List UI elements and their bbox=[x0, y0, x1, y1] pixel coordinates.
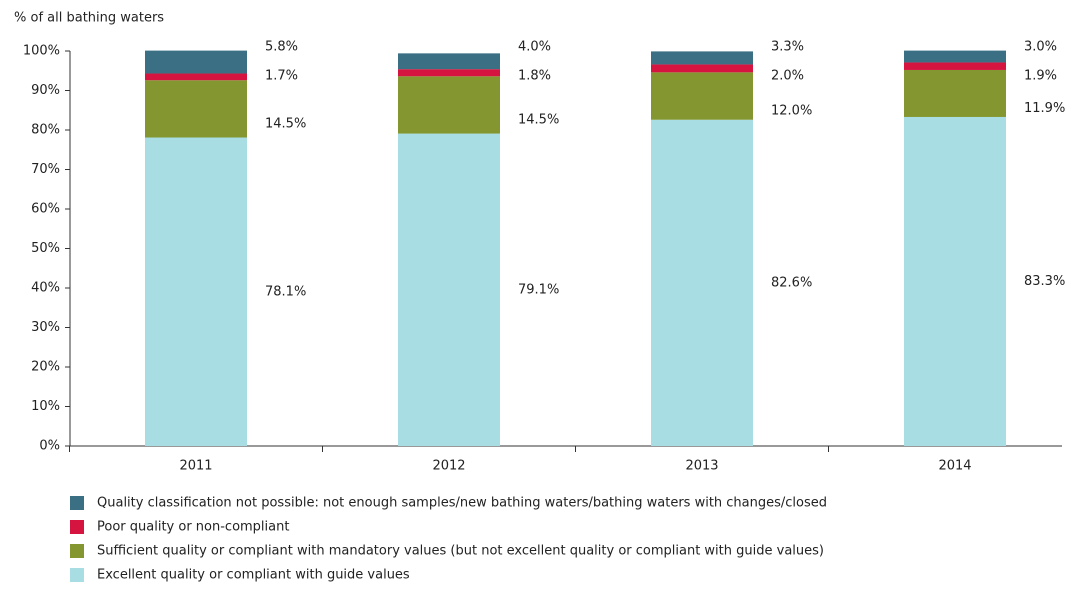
data-label: 3.3% bbox=[771, 40, 804, 55]
bar-segment bbox=[651, 64, 753, 73]
bar-segment bbox=[651, 51, 753, 65]
x-tick-label: 2012 bbox=[432, 459, 465, 474]
data-label: 5.8% bbox=[265, 40, 298, 55]
data-label: 79.1% bbox=[518, 282, 559, 297]
legend-swatch bbox=[70, 544, 84, 558]
y-tick-label: 20% bbox=[31, 360, 60, 375]
x-tick-label: 2014 bbox=[938, 459, 971, 474]
data-label: 14.5% bbox=[518, 112, 559, 127]
y-tick-label: 60% bbox=[31, 202, 60, 217]
bar-segment bbox=[145, 80, 247, 138]
legend-label: Poor quality or non-compliant bbox=[97, 520, 289, 535]
legend-label: Quality classification not possible: not… bbox=[97, 496, 827, 511]
data-label: 1.9% bbox=[1024, 69, 1057, 84]
bar-segment bbox=[145, 50, 247, 74]
data-label: 78.1% bbox=[265, 284, 306, 299]
data-label: 2.0% bbox=[771, 69, 804, 84]
data-label: 11.9% bbox=[1024, 101, 1065, 116]
bar-segment bbox=[904, 116, 1006, 446]
legend-swatch bbox=[70, 568, 84, 582]
bar-segment bbox=[904, 50, 1006, 63]
bar-segment bbox=[651, 72, 753, 120]
data-label: 12.0% bbox=[771, 104, 812, 119]
bar-segment bbox=[904, 62, 1006, 70]
y-axis-label: % of all bathing waters bbox=[14, 11, 164, 26]
data-label: 4.0% bbox=[518, 40, 551, 55]
y-tick-label: 50% bbox=[31, 241, 60, 256]
legend-swatch bbox=[70, 520, 84, 534]
y-tick-label: 80% bbox=[31, 123, 60, 138]
bar-segment bbox=[398, 69, 500, 77]
bar-segment bbox=[651, 119, 753, 446]
y-tick-label: 10% bbox=[31, 399, 60, 414]
bar-segment bbox=[145, 137, 247, 446]
data-label: 83.3% bbox=[1024, 274, 1065, 289]
data-label: 1.7% bbox=[265, 69, 298, 84]
bar-segment bbox=[904, 69, 1006, 117]
y-tick-label: 90% bbox=[31, 83, 60, 98]
bar-segment bbox=[398, 133, 500, 446]
x-tick-label: 2013 bbox=[685, 459, 718, 474]
x-tick-label: 2011 bbox=[179, 459, 212, 474]
y-tick-label: 40% bbox=[31, 281, 60, 296]
data-label: 3.0% bbox=[1024, 40, 1057, 55]
bar-segment bbox=[398, 76, 500, 134]
data-label: 1.8% bbox=[518, 69, 551, 84]
bar-segment bbox=[398, 53, 500, 70]
y-tick-label: 70% bbox=[31, 162, 60, 177]
data-label: 14.5% bbox=[265, 116, 306, 131]
data-label: 82.6% bbox=[771, 275, 812, 290]
y-tick-label: 0% bbox=[39, 439, 60, 454]
legend-swatch bbox=[70, 496, 84, 510]
y-tick-label: 30% bbox=[31, 320, 60, 335]
bar-segment bbox=[145, 73, 247, 81]
y-tick-label: 100% bbox=[23, 44, 60, 59]
legend-label: Excellent quality or compliant with guid… bbox=[97, 568, 410, 583]
legend-label: Sufficient quality or compliant with man… bbox=[97, 544, 824, 559]
